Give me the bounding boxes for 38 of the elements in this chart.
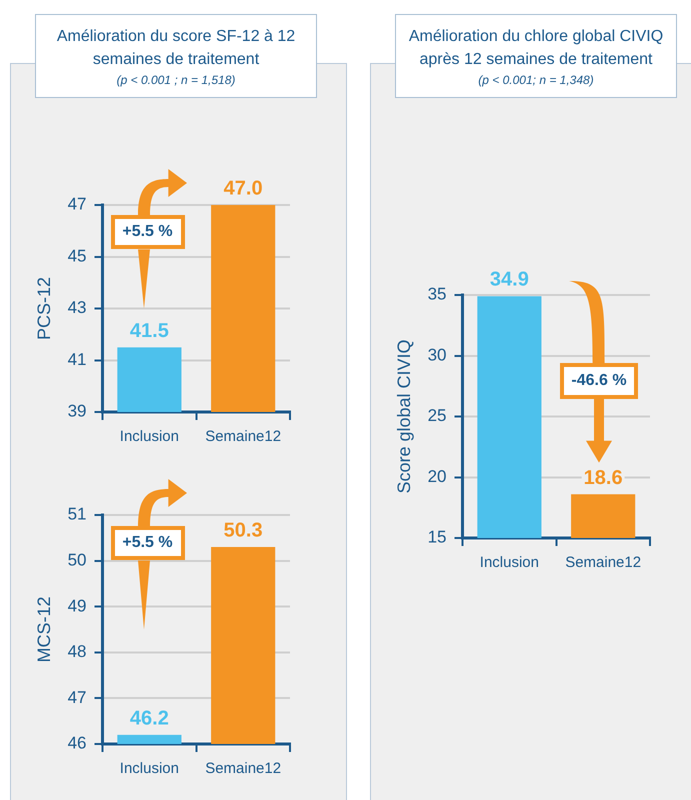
y-tick-label: 50 — [68, 550, 87, 570]
chart-subtitle: (p < 0.001; n = 1,348) — [477, 73, 595, 87]
x-tick-label: Semaine12 — [205, 428, 282, 446]
y-tick-label: 20 — [428, 466, 447, 486]
y-tick-label: 45 — [68, 246, 87, 266]
y-tick-label: 47 — [68, 194, 87, 214]
x-tick-label: Semaine12 — [205, 760, 282, 778]
y-tick-label: 15 — [428, 528, 447, 547]
y-tick-label: 47 — [68, 688, 87, 707]
y-tick-label: 51 — [68, 504, 87, 524]
x-tick-label: Inclusion — [120, 428, 179, 446]
x-tick-label: Semaine12 — [565, 554, 642, 572]
y-tick-label: 35 — [428, 284, 447, 304]
y-tick-label: 25 — [428, 406, 447, 426]
y-tick-label: 30 — [428, 345, 447, 364]
y-tick-label: 49 — [68, 596, 87, 616]
data-label: 18.6 — [584, 466, 623, 489]
chart-title: Amélioration du chlore global CIVIQ après 12 semaines de traitement — [408, 27, 664, 70]
y-tick-label: 48 — [68, 642, 87, 662]
x-tick-label: Inclusion — [120, 760, 179, 778]
y-tick-label: 43 — [68, 298, 87, 318]
y-tick-label: 39 — [68, 402, 87, 421]
x-tick-label: Inclusion — [480, 554, 539, 572]
y-axis-title: PCS-12 — [34, 276, 54, 340]
data-label: 46.2 — [130, 707, 169, 730]
data-label: 34.9 — [490, 268, 529, 291]
annotation: -46.6 % — [560, 363, 638, 400]
annotation: +5.5 % — [110, 215, 184, 250]
chart-subtitle: (p < 0.001 ; n = 1,518) — [116, 73, 236, 87]
data-label: 41.5 — [130, 320, 169, 342]
y-axis-title: MCS-12 — [34, 596, 54, 663]
y-axis-title: Score global CIVIQ — [394, 339, 414, 494]
y-tick-label: 41 — [68, 350, 87, 369]
data-label: 50.3 — [224, 520, 263, 542]
annotation: +5.5 % — [110, 526, 184, 560]
data-label: 47.0 — [224, 178, 263, 200]
y-tick-label: 46 — [68, 734, 87, 753]
chart-title: Amélioration du score SF-12 à 12 semaines de traitement — [56, 27, 296, 70]
